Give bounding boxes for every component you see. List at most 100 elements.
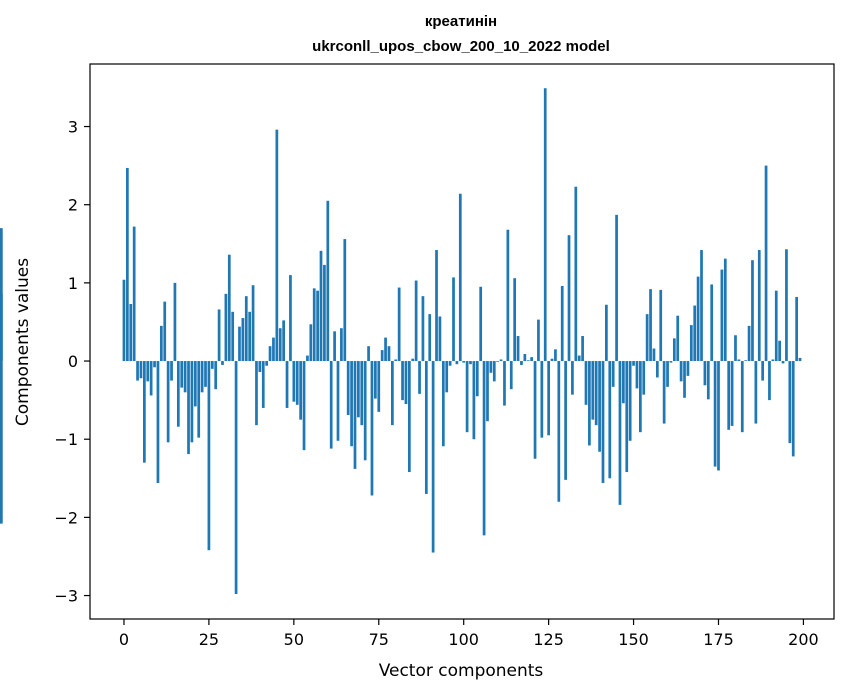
bar-33 [234, 361, 238, 594]
bar-189 [764, 165, 768, 362]
bar-109 [492, 361, 496, 382]
bar-45 [275, 129, 279, 362]
bar-160 [666, 361, 669, 387]
bar-87 [418, 361, 421, 394]
bar-94 [441, 361, 445, 447]
bar-137 [588, 361, 591, 446]
bar-97 [452, 277, 455, 362]
bar-131 [567, 235, 571, 362]
bar-35 [241, 318, 245, 362]
bar-141 [601, 361, 605, 483]
bar-112 [503, 361, 506, 406]
bar-128 [557, 361, 561, 502]
bar-130 [564, 361, 567, 480]
bar-undefined [0, 361, 3, 524]
bar-69 [357, 361, 360, 418]
bar-59 [323, 264, 326, 362]
bar-192 [774, 290, 778, 362]
bar-0 [122, 279, 126, 362]
bar-undefined [0, 228, 3, 362]
bar-162 [672, 338, 676, 362]
bar-101 [465, 361, 469, 433]
bar-85 [411, 358, 415, 362]
bar-74 [374, 361, 377, 399]
bar-154 [645, 314, 649, 362]
bar-194 [781, 361, 785, 364]
y-axis-label: Components values [13, 258, 33, 426]
bar-53 [302, 361, 306, 451]
bar-90 [428, 314, 432, 362]
bar-55 [309, 324, 313, 362]
bar-41 [261, 361, 265, 408]
bar-16 [176, 361, 180, 427]
bar-14 [170, 361, 173, 381]
bar-110 [496, 361, 500, 362]
bar-156 [652, 348, 656, 362]
bar-119 [526, 360, 530, 362]
chart-title-line1: креатинін [425, 13, 497, 30]
bar-1 [126, 167, 129, 362]
bar-6 [143, 361, 146, 463]
bar-170 [700, 250, 703, 362]
bar-42 [265, 361, 269, 366]
bar-161 [669, 361, 673, 363]
bar-144 [611, 361, 615, 387]
bar-83 [404, 361, 408, 405]
bar-47 [282, 320, 285, 362]
bar-60 [326, 200, 330, 362]
bar-163 [676, 315, 680, 362]
bar-64 [340, 328, 343, 362]
y-tick-label: −2 [54, 508, 78, 527]
bar-58 [319, 250, 323, 362]
x-tick-label: 0 [119, 630, 129, 649]
bar-57 [316, 290, 319, 362]
bar-24 [204, 361, 207, 387]
bar-17 [180, 361, 184, 388]
x-tick-label: 200 [788, 630, 819, 649]
bar-113 [506, 229, 510, 362]
bar-115 [513, 278, 517, 362]
y-tick-label: 1 [68, 274, 78, 293]
bar-146 [618, 361, 622, 505]
bar-155 [649, 289, 652, 362]
bar-31 [227, 254, 231, 362]
bar-43 [268, 346, 272, 362]
bar-18 [183, 361, 187, 393]
bar-102 [469, 361, 472, 365]
bar-78 [387, 346, 391, 362]
bar-139 [594, 361, 598, 426]
x-axis-label: Vector components [379, 661, 544, 681]
bar-12 [163, 301, 167, 362]
bar-15 [173, 282, 177, 362]
bar-34 [238, 326, 241, 362]
bar-134 [577, 355, 581, 362]
x-tick-label: 100 [448, 630, 479, 649]
bar-92 [435, 250, 438, 362]
y-tick-label: −1 [54, 430, 78, 449]
bar-178 [727, 361, 731, 430]
bar-10 [156, 361, 160, 483]
bar-71 [363, 361, 367, 461]
bar-116 [516, 336, 520, 362]
bar-75 [377, 361, 381, 412]
bar-180 [734, 335, 737, 362]
bar-186 [754, 361, 758, 424]
bar-104 [475, 361, 479, 397]
bar-183 [744, 360, 748, 362]
bar-37 [248, 311, 252, 362]
bar-61 [329, 361, 333, 449]
bar-19 [187, 361, 190, 455]
bar-142 [605, 304, 608, 362]
bar-80 [394, 359, 398, 362]
bar-27 [214, 361, 218, 390]
bar-135 [581, 336, 584, 362]
bar-36 [244, 296, 248, 362]
bar-147 [622, 361, 625, 404]
bar-56 [312, 288, 316, 362]
x-tick-label: 50 [284, 630, 304, 649]
x-tick-label: 175 [703, 630, 734, 649]
bar-3 [132, 226, 136, 362]
bar-51 [295, 361, 299, 405]
bar-176 [720, 269, 724, 362]
